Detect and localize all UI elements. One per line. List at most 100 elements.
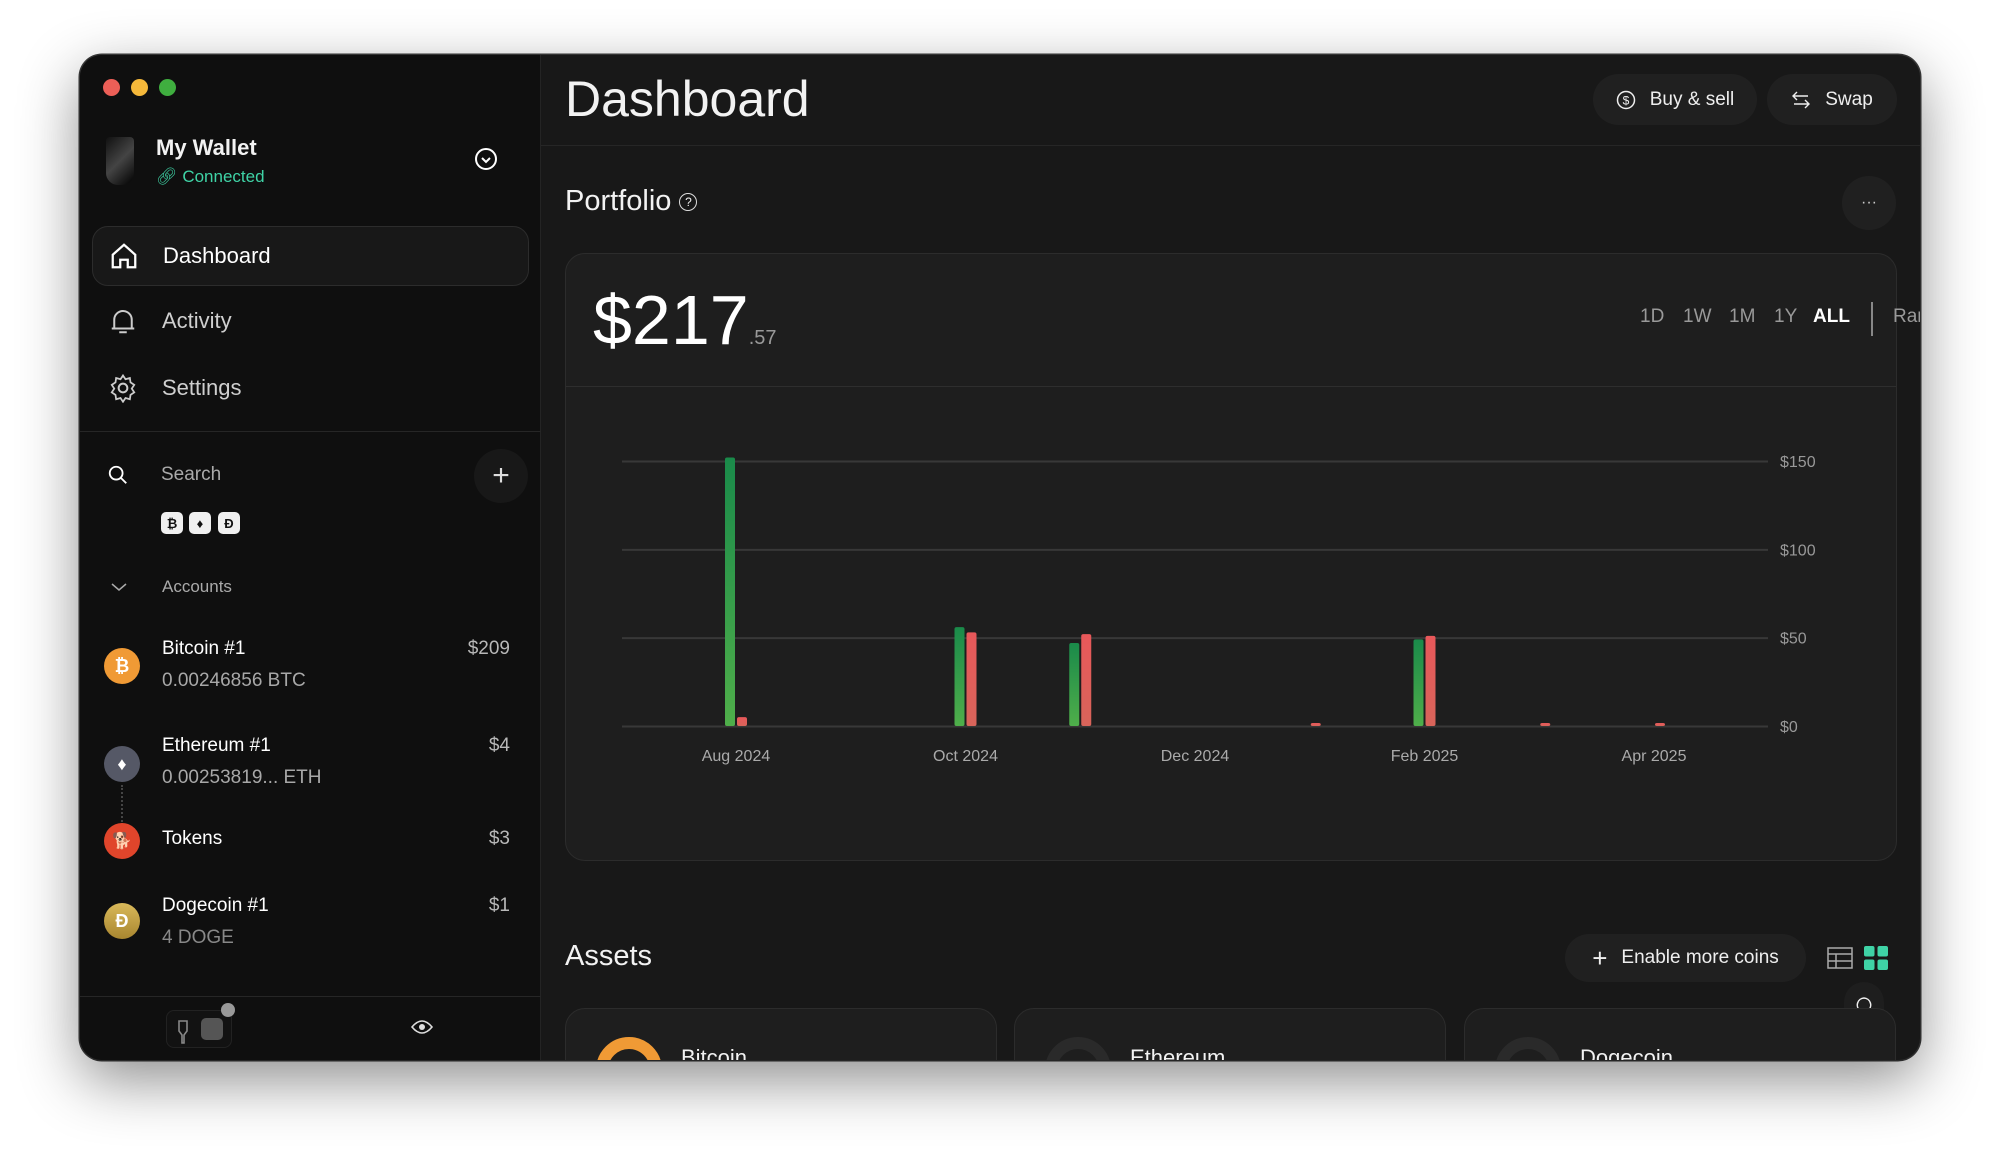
swap-arrows-icon (1792, 91, 1811, 108)
y-tick-label: $100 (1780, 542, 1816, 559)
bar-out-feb-2025 (1425, 635, 1436, 726)
sidebar-item-dashboard[interactable]: Dashboard (92, 226, 529, 286)
portfolio-more-button[interactable]: ··· (1842, 176, 1896, 230)
page-title: Dashboard (565, 71, 810, 127)
minimize-window-button[interactable] (131, 79, 148, 96)
x-tick-label: Oct 2024 (933, 748, 998, 765)
account-value: $209 (467, 638, 510, 659)
buy-sell-button[interactable]: $ Buy & sell (1593, 74, 1757, 125)
search-input[interactable]: Search (161, 464, 222, 485)
y-tick-label: $150 (1780, 454, 1816, 471)
account-value: $3 (488, 828, 510, 849)
maximize-window-button[interactable] (159, 79, 176, 96)
swap-label: Swap (1825, 88, 1873, 110)
search-icon[interactable] (107, 464, 129, 486)
account-value: $1 (488, 895, 510, 916)
ethereum-icon: ♦ (104, 746, 140, 782)
balance: $217.57 (593, 280, 777, 360)
dogecoin-icon: Ð (104, 903, 140, 939)
portfolio-title: Portfolio ? (565, 185, 698, 218)
swap-button[interactable]: Swap (1767, 74, 1897, 125)
help-icon[interactable]: ? (679, 193, 698, 212)
sidebar: My Wallet 🔗︎ Connected Dashboard Activit… (80, 55, 541, 1060)
bitcoin-icon: ₿ (104, 648, 140, 684)
bar-in-aug-2024 (725, 457, 735, 726)
bitcoin-allocation-ring (596, 1037, 662, 1060)
sidebar-item-label: Activity (162, 308, 232, 333)
account-name: Ethereum #1 (162, 735, 271, 756)
device-icon (178, 1020, 188, 1044)
dogecoin-allocation-ring (1495, 1037, 1561, 1060)
account-name: Bitcoin #1 (162, 638, 246, 659)
home-icon (111, 243, 137, 269)
gear-icon (110, 373, 136, 403)
wallet-name: My Wallet (156, 135, 257, 160)
asset-card-bitcoin[interactable]: Bitcoin (565, 1008, 997, 1060)
account-amount: 0.00246856 BTC (162, 670, 306, 691)
bar-in-nov-2024 (1069, 642, 1080, 726)
timeframe-all[interactable]: ALL (1813, 306, 1850, 327)
account-name: Tokens (162, 828, 223, 849)
bar-out-nov-2024 (1081, 634, 1092, 726)
x-tick-label: Apr 2025 (1622, 748, 1687, 765)
bar-in-oct-2024 (954, 627, 965, 726)
timeframe-1m[interactable]: 1M (1729, 306, 1756, 327)
asset-card-ethereum[interactable]: Ethereum (1014, 1008, 1446, 1060)
asset-name: Bitcoin (681, 1045, 748, 1060)
dollar-circle-icon: $ (1616, 90, 1635, 109)
bar-out-jan-2025 (1310, 723, 1321, 726)
assets-title: Assets (565, 940, 653, 972)
portfolio-card: $217.57 1D 1W 1M 1Y ALL Range $0 $50 $100 $… (565, 253, 1920, 861)
svg-text:$: $ (1622, 93, 1629, 107)
hardware-wallet-icon (106, 137, 134, 185)
asset-card-dogecoin[interactable]: Dogecoin (1464, 1008, 1896, 1060)
close-window-button[interactable] (103, 79, 120, 96)
chevron-down-icon[interactable] (110, 580, 128, 594)
ethereum-filter-chip[interactable]: ♦ (189, 512, 211, 534)
account-amount: 0.00253819... ETH (162, 767, 322, 788)
portfolio-chart: $0 $50 $100 $150 Aug 2024 Oct 2024 Dec 2024 Feb… (622, 454, 1816, 765)
bar-in-feb-2025 (1413, 639, 1424, 726)
accounts-label: Accounts (162, 577, 232, 596)
device-lock-button[interactable] (166, 1003, 235, 1048)
x-tick-label: Dec 2024 (1161, 748, 1230, 765)
x-tick-label: Aug 2024 (702, 748, 771, 765)
eye-icon[interactable] (411, 1019, 433, 1035)
sidebar-item-settings[interactable]: Settings (92, 358, 529, 418)
app-window: My Wallet 🔗︎ Connected Dashboard Activit… (80, 55, 1920, 1060)
divider (80, 431, 541, 432)
sidebar-item-label: Dashboard (163, 243, 271, 268)
range-button[interactable]: Range (1893, 306, 1920, 327)
wallet-status: 🔗︎ Connected (156, 167, 265, 186)
asset-name: Ethereum (1130, 1045, 1226, 1060)
bar-out-mar-2025 (1540, 723, 1551, 726)
y-tick-label: $0 (1780, 719, 1798, 736)
sidebar-item-label: Settings (162, 375, 242, 400)
buy-sell-label: Buy & sell (1649, 88, 1735, 110)
y-tick-label: $50 (1780, 631, 1807, 648)
asset-name: Dogecoin (1580, 1045, 1673, 1060)
divider (80, 996, 541, 997)
bar-out-aug-2024 (737, 717, 747, 726)
enable-more-coins-button[interactable]: + Enable more coins (1565, 934, 1806, 982)
sidebar-item-activity[interactable]: Activity (92, 291, 529, 351)
bar-out-oct-2024 (966, 632, 977, 726)
enable-more-label: Enable more coins (1621, 947, 1779, 968)
timeframe-1d[interactable]: 1D (1640, 306, 1665, 327)
header-divider (541, 145, 1920, 146)
connector-line (121, 785, 123, 825)
table-view-icon[interactable] (1827, 947, 1853, 969)
shiba-token-icon: 🐕 (104, 823, 140, 859)
account-name: Dogecoin #1 (162, 895, 269, 916)
grid-view-icon[interactable] (1864, 946, 1888, 970)
card-divider (566, 386, 1896, 387)
add-account-button[interactable]: + (474, 449, 528, 503)
timeframe-1y[interactable]: 1Y (1774, 306, 1798, 327)
timeframe-1w[interactable]: 1W (1683, 306, 1712, 327)
lock-icon (201, 1018, 223, 1040)
bitcoin-filter-chip[interactable]: ₿ (161, 512, 183, 534)
wallet-dropdown-chevron-icon[interactable] (474, 147, 498, 171)
bell-icon (111, 310, 135, 334)
dogecoin-filter-chip[interactable]: Ð (218, 512, 240, 534)
balance-cents: .57 (748, 327, 777, 349)
